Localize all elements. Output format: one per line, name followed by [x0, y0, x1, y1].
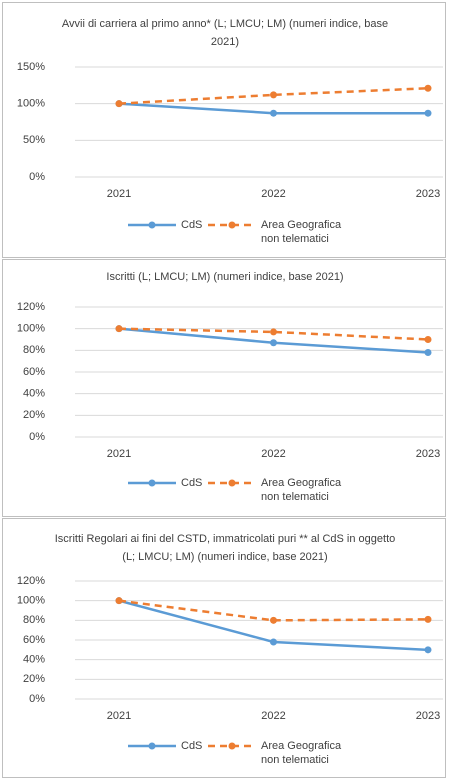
- y-tick-label: 50%: [23, 134, 45, 146]
- point: [270, 328, 277, 336]
- legend-label: Area Geografica non telematici: [261, 740, 342, 766]
- point: [270, 91, 277, 99]
- y-tick-label: 80%: [23, 344, 45, 356]
- y-tick-label: 0%: [29, 171, 45, 183]
- chart: 0% 20% 40% 60% 80% 100% 120% 2021 2022 2023: [17, 301, 443, 487]
- point: [424, 109, 432, 117]
- point: [115, 100, 123, 108]
- point: [115, 597, 123, 605]
- y-tick-label: 80%: [23, 614, 45, 626]
- point: [424, 336, 432, 343]
- point: [424, 646, 432, 654]
- point: [115, 325, 123, 333]
- x-tick-label: 2021: [107, 448, 131, 460]
- point: [270, 339, 277, 347]
- series-line: [118, 87, 429, 105]
- chart-panel: 0% 50% 100% 150% 2021 2022 2023 Avvii di carrie…: [2, 2, 446, 258]
- legend-marker: [148, 479, 156, 487]
- point: [270, 616, 277, 624]
- legend-marker: [228, 742, 236, 750]
- legend-label: Area Geografica non telematici: [261, 219, 342, 245]
- x-tick-label: 2022: [261, 710, 285, 722]
- legend-marker: [148, 221, 156, 229]
- series-line: [118, 599, 429, 622]
- point: [270, 109, 277, 117]
- chart-panel: 0% 20% 40% 60% 80% 100% 120% 2021 2022 2023 Iscrit…: [2, 518, 446, 778]
- y-tick-label: 20%: [23, 673, 45, 685]
- chart: 0% 50% 100% 150% 2021 2022 2023: [17, 61, 443, 229]
- legend-label: Area Geografica non telematici: [261, 477, 342, 503]
- y-tick-label: 100%: [17, 595, 45, 607]
- legend-marker: [228, 479, 236, 487]
- y-tick-label: 40%: [23, 654, 45, 666]
- y-tick-label: 100%: [17, 323, 45, 335]
- point: [270, 638, 277, 646]
- x-tick-label: 2023: [416, 710, 440, 722]
- chart: 0% 20% 40% 60% 80% 100% 120% 2021 2022 2023: [17, 575, 443, 750]
- point: [424, 349, 432, 356]
- point: [424, 84, 432, 92]
- y-tick-label: 60%: [23, 366, 45, 378]
- y-tick-label: 40%: [23, 388, 45, 400]
- chart-title: Iscritti (L; LMCU; LM) (numeri indice, b…: [106, 271, 344, 283]
- legend-label: CdS: [181, 219, 203, 231]
- legend-label: CdS: [181, 740, 203, 752]
- x-tick-label: 2021: [107, 188, 131, 200]
- x-tick-label: 2021: [107, 710, 131, 722]
- y-tick-label: 0%: [29, 431, 45, 443]
- y-tick-label: 120%: [17, 575, 45, 587]
- legend-marker: [228, 221, 236, 229]
- point: [424, 615, 432, 623]
- x-tick-label: 2022: [261, 188, 285, 200]
- legend-label: CdS: [181, 477, 203, 489]
- y-tick-label: 60%: [23, 634, 45, 646]
- y-tick-label: 100%: [17, 98, 45, 110]
- series-line: [118, 327, 429, 341]
- y-tick-label: 150%: [17, 61, 45, 73]
- legend-marker: [148, 742, 156, 750]
- x-tick-label: 2023: [416, 448, 440, 460]
- y-tick-label: 20%: [23, 409, 45, 421]
- chart-panel: 0% 20% 40% 60% 80% 100% 120% 2021 2022 2023 Iscrit…: [2, 259, 446, 517]
- chart-title: Avvii di carriera al primo anno* (L; LMC…: [61, 18, 389, 48]
- x-tick-label: 2022: [261, 448, 285, 460]
- y-tick-label: 0%: [29, 693, 45, 705]
- y-tick-label: 120%: [17, 301, 45, 313]
- chart-title: Iscritti Regolari ai fini del CSTD, imma…: [54, 533, 396, 563]
- x-tick-label: 2023: [416, 188, 440, 200]
